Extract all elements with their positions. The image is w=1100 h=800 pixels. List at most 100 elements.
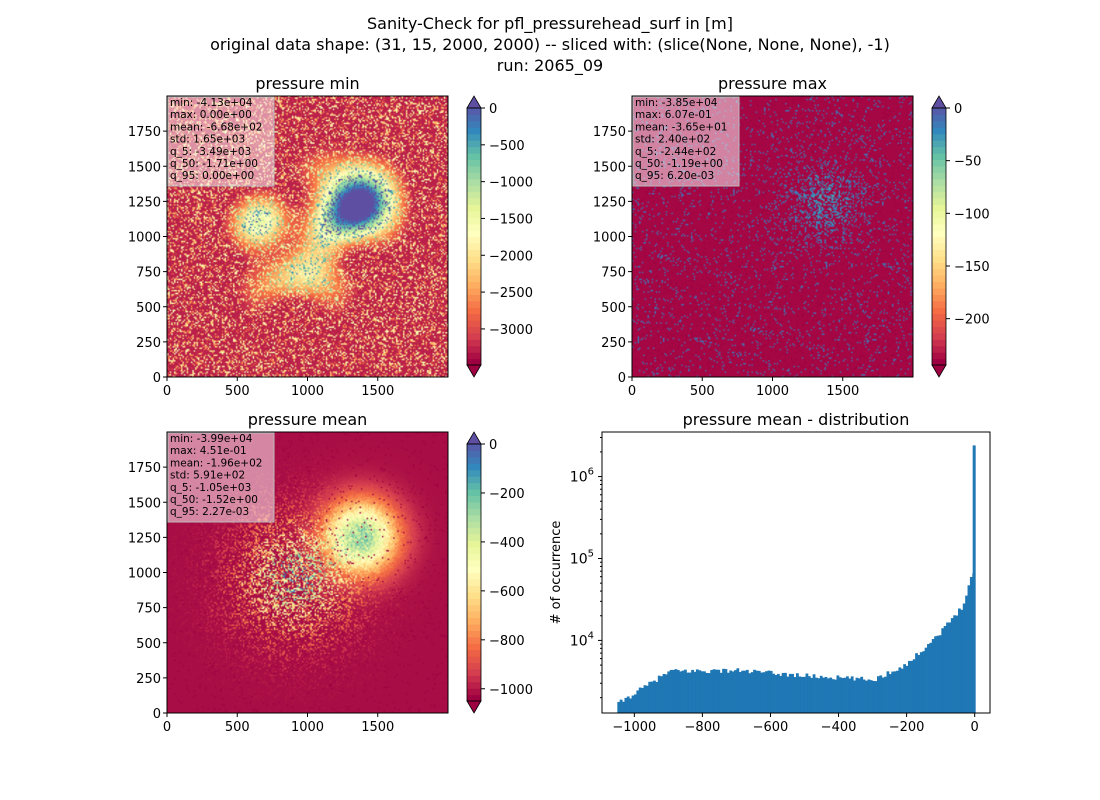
colorbar-segment [467,469,481,477]
colorbar-segment [932,249,946,257]
y-tick-label: 250 [136,336,161,351]
histogram-bar [617,701,621,713]
colorbar-segment [932,108,946,116]
histogram-bar [846,676,849,713]
colorbar-segment [467,300,481,308]
histogram-bar [691,669,694,713]
histogram-bar [857,678,861,713]
colorbar-segment [932,217,946,225]
colorbar-segment [932,172,946,180]
panel-title: pressure mean [248,410,368,429]
colorbar-segment [932,320,946,328]
histogram-bar [853,680,856,713]
colorbar-segment [467,255,481,263]
histogram-bar [636,690,640,713]
panel-title: pressure min [255,74,359,93]
colorbar-segment [467,482,481,490]
histogram-bar [631,695,635,713]
colorbar-extend-max [931,95,947,109]
histogram-bar [743,670,747,713]
panel-title: pressure mean - distribution [683,410,910,429]
colorbar-tick-label: −100 [954,207,990,222]
colorbar-tick-label: −1000 [489,176,533,191]
colorbar-segment [932,300,946,308]
colorbar-segment [467,617,481,625]
colorbar-tick-label: −600 [489,585,525,600]
colorbar-segment [932,339,946,347]
histogram-bar [841,677,845,713]
histogram-bar [695,669,699,713]
stats-line: q_50: -1.52e+00 [170,494,258,506]
colorbar-segment [467,165,481,173]
histogram-bar [865,680,868,713]
y-tick-label: 1750 [128,125,161,140]
colorbar-tick-label: −800 [489,634,525,649]
histogram-bar [736,668,740,713]
histogram-bar [660,676,663,713]
histogram-bar [643,685,647,713]
histogram-bar [662,673,666,713]
stats-line: q_95: 6.20e-03 [635,170,714,182]
x-tick-label: 500 [690,384,715,399]
colorbar-segment [467,262,481,270]
histogram-bar [888,674,892,713]
colorbar-segment [467,204,481,212]
colorbar-segment [932,165,946,173]
stats-line: std: 2.40e+02 [635,134,710,146]
colorbar-segment [467,332,481,340]
histogram-bar [681,670,685,713]
y-tick-label: 0 [153,707,161,722]
histogram-bar [843,677,847,713]
stats-box-bg [167,432,275,523]
colorbar: 0 −500 −1000 −1500 −2000 −2500 −3000 [466,95,533,378]
histogram-bar [896,670,899,713]
histogram-bar [803,676,806,713]
histogram-bar [633,694,637,713]
colorbar-tick-label: 0 [489,438,497,453]
y-tick-label: 500 [136,637,161,652]
stats-line: q_50: -1.19e+00 [635,158,723,170]
colorbar-tick-label: −1000 [489,683,533,698]
histogram-bar [719,672,723,713]
histogram-bar [962,603,966,713]
histogram-bar [767,670,771,713]
histogram-bar [626,696,630,713]
histogram-bar [641,687,644,713]
y-tick-label: 1250 [593,195,626,210]
histogram-bar [872,680,876,713]
histogram-bar [931,639,935,713]
colorbar-segment [467,488,481,496]
colorbar-segment [467,185,481,193]
histogram-bar [969,577,973,713]
histogram-bar [729,670,733,713]
histogram-bar [874,681,878,713]
figure-subtitle: original data shape: (31, 15, 2000, 2000… [210,35,890,54]
histogram-bar [834,679,837,713]
histogram-bar [912,659,916,713]
x-tick-label: 0 [163,384,171,399]
histogram-bar [684,669,687,713]
colorbar-extend-min [466,700,482,714]
x-tick-label: 0 [163,720,171,735]
x-tick-label: −600 [753,720,789,735]
histogram-bar [653,680,656,713]
stats-line: min: -3.85e+04 [635,97,718,109]
y-tick-label: 250 [601,336,626,351]
colorbar-segment [467,611,481,619]
histogram-bar [838,677,842,713]
y-tick-label: 1000 [128,567,161,582]
x-tick-label: 1500 [361,720,394,735]
histogram-bar [676,669,680,713]
colorbar-segment [932,352,946,360]
x-tick-label: 0 [971,720,979,735]
colorbar-segment [467,191,481,199]
histogram-bar [824,676,828,713]
y-tick-label: 1250 [128,531,161,546]
histogram-bar [726,672,730,713]
histogram-bar [819,675,823,713]
colorbar-tick-label: −200 [489,487,525,502]
histogram-bar [879,675,883,713]
colorbar-segment [932,114,946,122]
histogram-bar [905,665,909,713]
